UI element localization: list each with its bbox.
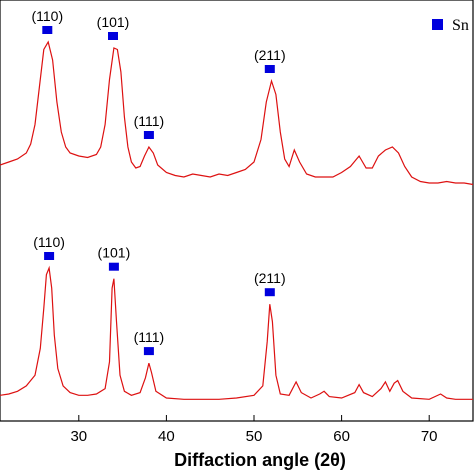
peak-marker [264,65,275,73]
peak-marker [108,262,119,271]
series-group [0,40,474,400]
peak-marker [264,288,275,297]
x-tick-label: 30 [70,428,87,445]
legend-marker [432,19,443,30]
xrd-pattern-line-1 [0,40,474,186]
peak-label: (211) [254,47,286,63]
peak-label: (110) [31,8,63,24]
peak-label: (101) [98,245,131,261]
x-tick-label: 60 [333,428,350,445]
peak-label: (101) [97,14,130,30]
legend: Sn [432,17,469,34]
x-axis-title: Diffaction angle (2θ) [174,450,346,470]
x-tick-label: 70 [421,428,438,445]
peak-label: (111) [134,329,165,345]
legend-label: Sn [452,17,469,34]
plot-frame [0,0,474,422]
peak-label: (110) [33,234,65,250]
x-axis-ticks: 30 40 50 60 70 [70,415,438,445]
peak-marker [143,131,154,139]
x-tick-label: 40 [158,428,175,445]
peak-label: (111) [134,113,165,129]
peak-annotations: (110) (101) (111) (211) (110) (101) (111) (211) [31,8,286,356]
peak-marker [44,252,55,260]
peak-marker [108,32,118,40]
peak-label: (211) [254,270,286,286]
peak-marker [42,26,53,34]
peak-marker [143,347,154,356]
xrd-pattern-line-2 [0,265,473,400]
x-tick-label: 50 [246,428,263,445]
